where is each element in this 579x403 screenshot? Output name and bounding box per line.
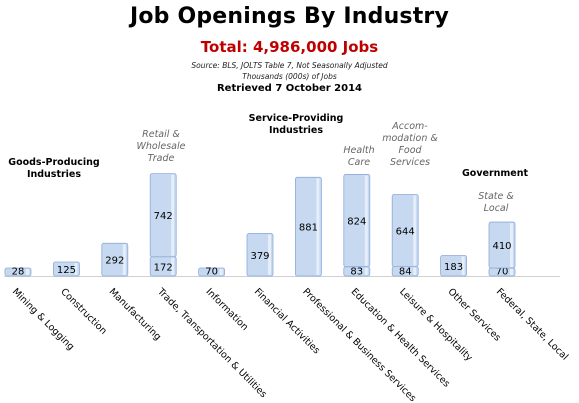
data-label: 84 — [399, 267, 412, 278]
data-label: 410 — [492, 241, 511, 252]
chart-total: Total: 4,986,000 Jobs — [200, 38, 379, 56]
bar-highlight — [316, 178, 320, 275]
chart-units: Thousands (000s) of Jobs — [242, 72, 337, 81]
annotation-service-providing: Service-Providing Industries — [248, 113, 344, 136]
chart-title: Job Openings By Industry — [129, 4, 450, 29]
bar-highlight — [510, 269, 513, 275]
data-label: 70 — [205, 267, 218, 278]
data-label: 379 — [250, 251, 269, 262]
bar — [391, 194, 419, 267]
bar-highlight — [171, 257, 175, 275]
bar-highlight — [413, 195, 417, 266]
bar-highlight — [413, 267, 417, 275]
bar-highlight — [171, 174, 175, 256]
annotation-government: Government — [462, 168, 529, 179]
x-tick-label: Manufacturing — [107, 286, 163, 342]
x-tick-label: Education & Health Services — [349, 286, 452, 389]
bar-highlight — [26, 269, 29, 275]
data-label: 70 — [496, 267, 509, 278]
annotation-retail-wholesale: Retail & Wholesale Trade — [136, 129, 186, 164]
bar-highlight — [510, 223, 513, 267]
bar-highlight — [122, 244, 126, 275]
data-label: 83 — [350, 267, 363, 278]
bar-highlight — [364, 175, 368, 266]
data-label: 881 — [299, 223, 318, 234]
data-label: 742 — [154, 211, 173, 222]
bar — [246, 233, 274, 277]
x-tick-label: Information — [203, 286, 250, 333]
bar-highlight — [268, 234, 271, 275]
bar-highlight — [74, 263, 78, 275]
bar — [343, 174, 371, 268]
data-label: 292 — [105, 256, 124, 267]
bar — [53, 261, 80, 277]
bar — [198, 267, 226, 277]
bar — [488, 221, 516, 269]
data-label: 125 — [57, 265, 76, 276]
bar — [4, 267, 32, 277]
bar — [101, 242, 129, 277]
x-tick-label: Trade, Transportation & Utilities — [154, 286, 268, 400]
bar — [294, 176, 322, 277]
data-label: 824 — [347, 217, 366, 228]
data-label: 644 — [396, 227, 415, 238]
chart-source: Source: BLS, JOLTS Table 7, Not Seasonal… — [191, 61, 388, 70]
bar-highlight — [364, 267, 368, 275]
bar — [149, 173, 177, 258]
chart-retrieved: Retrieved 7 October 2014 — [216, 83, 363, 94]
data-label: 28 — [12, 267, 25, 278]
annotation-goods-producing: Goods-Producing Industries — [8, 157, 100, 180]
annotation-state-local: State & Local — [478, 191, 514, 214]
bar — [440, 255, 468, 277]
x-tick-label: Federal, State, Local — [494, 286, 570, 362]
annotation-accommodation: Accom- modation & Food Services — [382, 121, 438, 168]
bar-highlight — [461, 256, 465, 275]
data-label: 172 — [154, 262, 173, 273]
annotation-health-care: Health Care — [343, 145, 375, 168]
bar-highlight — [219, 269, 223, 275]
data-label: 183 — [444, 262, 463, 273]
x-tick-label: Construction — [58, 286, 109, 337]
